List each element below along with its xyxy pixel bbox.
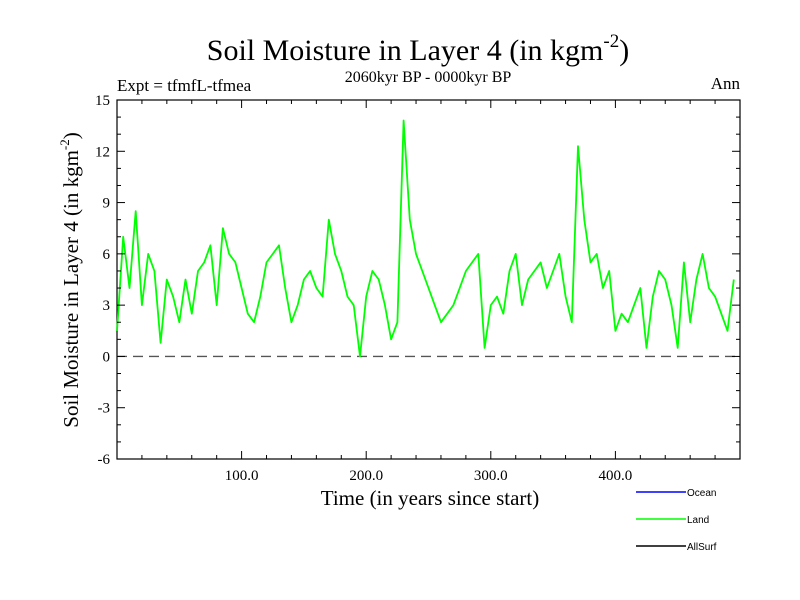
y-axis-label: Soil Moisture in Layer 4 (in kgm-2) [57, 132, 83, 427]
legend-label-allsurf: AllSurf [687, 542, 717, 553]
x-tick-label: 200.0 [349, 468, 383, 484]
y-tick-label: -6 [98, 452, 111, 468]
y-axis-label-main: Soil Moisture in Layer 4 (in kgm [59, 150, 83, 428]
x-tick-label: 300.0 [474, 468, 508, 484]
chart-title: Soil Moisture in Layer 4 (in kgm-2) [207, 31, 629, 67]
x-tick-label: 400.0 [599, 468, 633, 484]
x-axis-label: Time (in years since start) [321, 486, 540, 510]
plot-frame [116, 99, 741, 460]
y-axis-ticks: -6 -3 0 3 6 9 12 15 [95, 93, 740, 468]
y-tick-label: 6 [103, 247, 111, 263]
y-tick-label: 3 [103, 298, 111, 314]
y-tick-label: 12 [95, 144, 110, 160]
y-axis-label-sup: -2 [57, 139, 72, 150]
chart-subtitle: 2060kyr BP - 0000kyr BP [345, 69, 512, 86]
experiment-label: Expt = tfmfL-tfmea [117, 76, 252, 95]
legend: Ocean Land AllSurf [636, 488, 717, 553]
chart-title-close: ) [619, 34, 629, 67]
y-tick-label: 0 [103, 349, 111, 365]
legend-label-land: Land [687, 515, 709, 526]
legend-label-ocean: Ocean [687, 488, 716, 499]
series-line-land [116, 119, 735, 358]
chart-title-main: Soil Moisture in Layer 4 (in kgm [207, 34, 604, 67]
season-label: Ann [711, 74, 741, 93]
y-tick-label: -3 [98, 401, 111, 417]
y-tick-label: 9 [103, 196, 111, 212]
chart-title-sup: -2 [603, 31, 619, 52]
y-axis-label-close: ) [59, 132, 83, 139]
x-axis-ticks: 100.0 200.0 300.0 400.0 [141, 100, 716, 484]
x-tick-label: 100.0 [225, 468, 259, 484]
y-tick-label: 15 [95, 93, 110, 109]
